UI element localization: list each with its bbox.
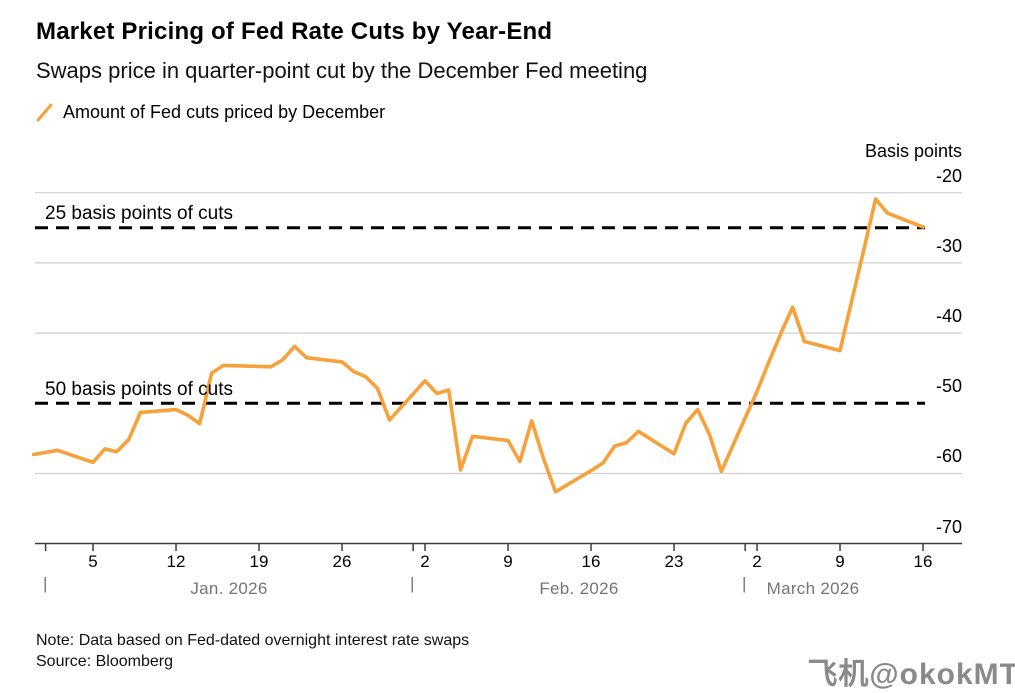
legend-line-icon (36, 103, 53, 122)
y-tick-label: -50 (935, 376, 962, 396)
y-tick-label: -30 (935, 236, 962, 256)
x-tick-label: 9 (835, 552, 845, 571)
annotation-label: 50 basis points of cuts (45, 379, 233, 400)
fed-cuts-line (31, 197, 925, 494)
x-tick-label: 16 (581, 552, 601, 571)
annotation-label: 25 basis points of cuts (45, 203, 233, 224)
month-label: Jan. 2026 (190, 579, 268, 598)
watermark: 飞机@okokMT (807, 658, 1015, 691)
y-tick-label: -20 (935, 166, 962, 186)
month-separator: | (742, 574, 747, 593)
legend: Amount of Fed cuts priced by December (36, 102, 385, 123)
legend-label: Amount of Fed cuts priced by December (63, 102, 386, 122)
y-tick-label: -40 (935, 306, 962, 326)
x-tick-label: 5 (88, 552, 98, 571)
month-separator: | (410, 574, 415, 593)
note-text: Note: Data based on Fed-dated overnight … (36, 632, 470, 649)
y-tick-label: -60 (935, 446, 962, 466)
y-tick-label: -70 (935, 517, 962, 537)
x-tick-label: 9 (503, 552, 513, 571)
month-label: Feb. 2026 (539, 579, 619, 598)
x-tick-label: 12 (166, 552, 186, 571)
month-label: March 2026 (766, 579, 860, 598)
x-tick-label: 16 (913, 552, 933, 571)
y-axis-title: Basis points (864, 141, 962, 161)
x-tick-label: 23 (664, 552, 684, 571)
x-tick-label: 2 (420, 552, 430, 571)
month-separator: | (43, 574, 48, 593)
source-text: Source: Bloomberg (36, 653, 173, 670)
x-tick-label: 19 (249, 552, 269, 571)
chart-subtitle: Swaps price in quarter-point cut by the … (36, 58, 648, 83)
chart-title: Market Pricing of Fed Rate Cuts by Year-… (36, 18, 553, 45)
x-tick-label: 2 (752, 552, 762, 571)
x-tick-label: 26 (332, 552, 352, 571)
